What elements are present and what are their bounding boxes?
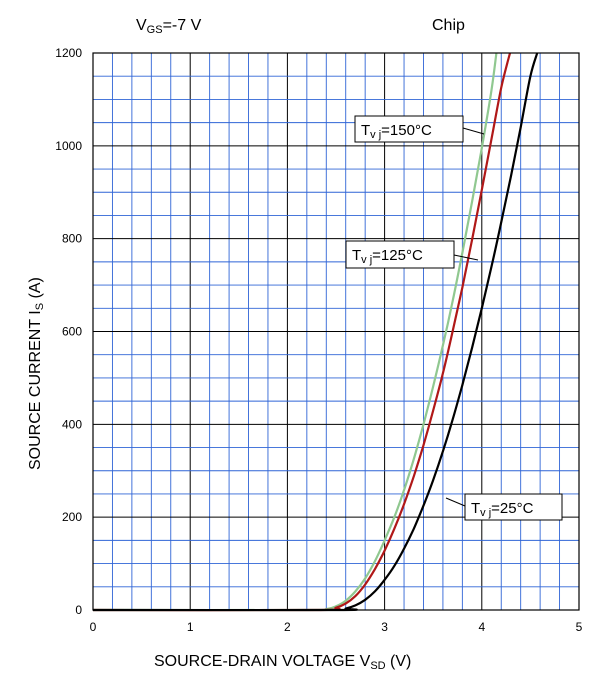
- y-tick-label: 200: [62, 510, 82, 524]
- y-tick-labels: 0 200 400 600 800 1000 1200: [55, 46, 82, 617]
- y-tick-label: 1000: [55, 139, 82, 153]
- plot-frame: [92, 52, 580, 611]
- annotation-25c: Tv j=25°C: [445, 493, 563, 521]
- annotation-25c-text: Tv j=25°C: [471, 500, 534, 519]
- x-tick-label: 0: [90, 620, 97, 634]
- x-tick-label: 4: [478, 620, 485, 634]
- series-line-2: [92, 52, 539, 612]
- annotation-125c-box: [345, 240, 455, 269]
- y-tick-label: 1200: [55, 46, 82, 60]
- annotation-150c-leader: [462, 127, 485, 135]
- y-tick-label: 600: [62, 325, 82, 339]
- x-tick-label: 5: [576, 620, 583, 634]
- y-tick-label: 0: [75, 603, 82, 617]
- x-tick-labels: 0 1 2 3 4 5: [90, 620, 583, 634]
- annotation-25c-leader: [445, 497, 466, 507]
- annotation-125c-leader: [453, 254, 479, 261]
- annotation-125c-text: Tv j=125°C: [352, 247, 423, 266]
- y-tick-label: 800: [62, 232, 82, 246]
- x-axis-label: SOURCE-DRAIN VOLTAGE VSD (V): [154, 653, 411, 672]
- annotation-125c: Tv j=125°C: [345, 240, 479, 269]
- annotation-150c: Tv j=150°C: [354, 115, 485, 143]
- annotation-25c-box: [464, 493, 563, 521]
- x-tick-label: 1: [187, 620, 194, 634]
- annotation-150c-box: [354, 115, 464, 143]
- x-tick-label: 3: [381, 620, 388, 634]
- y-axis-label: SOURCE CURRENT IS (A): [27, 277, 46, 470]
- series-layer: [92, 52, 539, 612]
- x-tick-label: 2: [284, 620, 291, 634]
- series-line-0: [92, 52, 498, 612]
- annotation-150c-text: Tv j=150°C: [361, 122, 432, 141]
- header-chip: Chip: [432, 17, 465, 34]
- header-vgs: VGS=-7 V: [136, 17, 202, 36]
- series-line-1: [92, 52, 512, 612]
- y-tick-label: 400: [62, 417, 82, 431]
